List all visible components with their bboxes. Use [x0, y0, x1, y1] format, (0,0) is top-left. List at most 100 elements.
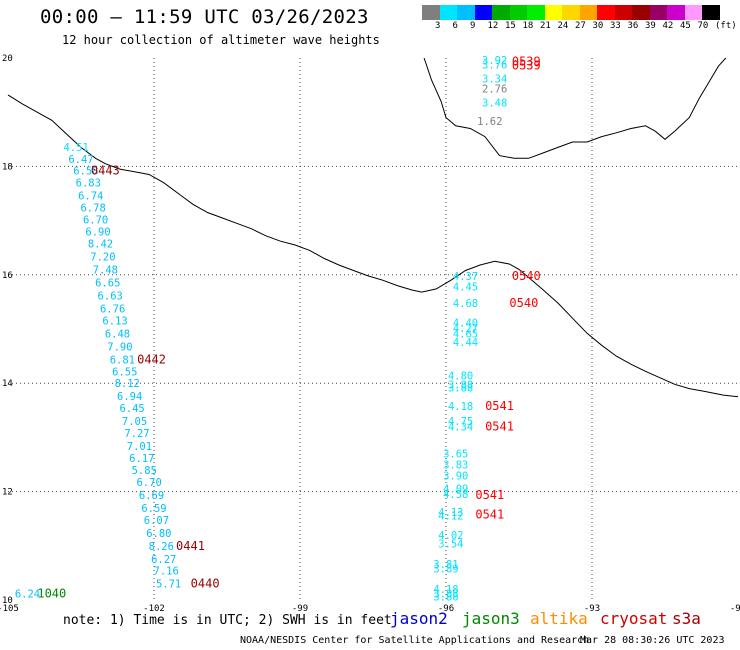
legend-label: 21 — [540, 21, 551, 31]
wave-height-value: 1.62 — [477, 116, 502, 128]
legend-swatch — [702, 5, 720, 20]
wave-height-value: 6.94 — [117, 391, 142, 403]
x-tick-label: -93 — [584, 604, 600, 614]
wave-height-value: 6.55 — [112, 366, 137, 378]
legend-label: 45 — [680, 21, 691, 31]
wave-height-value: 3.88 — [448, 379, 473, 391]
pass-time-label: 0442 — [137, 352, 166, 366]
y-tick-label: 14 — [2, 379, 13, 389]
legend-label: 24 — [557, 21, 569, 31]
wave-height-value: 7.05 — [122, 416, 147, 428]
legend-label: 36 — [627, 21, 639, 31]
legend-label: 9 — [470, 21, 476, 31]
wave-height-value: 4.09 — [443, 483, 468, 495]
wave-height-value: 6.90 — [85, 226, 110, 238]
wave-height-value: 4.27 — [453, 323, 478, 335]
legend-label: (ft) — [715, 21, 737, 31]
y-tick-label: 10 — [2, 596, 13, 606]
legend-swatch — [544, 5, 562, 20]
legend-swatch — [597, 5, 615, 20]
wave-height-value: 6.47 — [68, 154, 93, 166]
legend-swatch — [632, 5, 650, 20]
pass-time-label: 0440 — [191, 577, 220, 591]
legend-label: 39 — [645, 21, 656, 31]
legend-swatch — [492, 5, 510, 20]
x-tick-label: -105 — [0, 604, 19, 614]
wave-height-value: 3.88 — [433, 588, 458, 600]
x-tick-label: -90 — [730, 604, 740, 614]
legend-swatch — [562, 5, 580, 20]
wave-height-value: 8.26 — [149, 541, 174, 553]
legend-swatch — [474, 5, 492, 20]
pass-time-label: 0539 — [512, 54, 541, 68]
wave-height-value: 6.70 — [136, 477, 161, 489]
legend-swatch — [509, 5, 527, 20]
wave-height-value: 3.92 — [482, 55, 507, 67]
credit-timestamp: Mar 28 08:30:26 UTC 2023 — [580, 635, 725, 646]
legend-label: 18 — [522, 21, 534, 31]
wave-height-value: 4.58 — [443, 489, 468, 501]
x-tick-label: -96 — [438, 604, 454, 614]
wave-height-value: 5.85 — [132, 465, 157, 477]
wave-height-value: 6.65 — [95, 277, 120, 289]
legend-label: 12 — [487, 21, 499, 31]
pass-time-label: 0541 — [475, 507, 504, 521]
wave-height-value: 3.48 — [482, 97, 507, 109]
wave-height-value: 3.83 — [443, 460, 468, 472]
wave-height-value: 6.13 — [102, 315, 127, 327]
pass-time-label: 0441 — [176, 539, 205, 553]
wave-height-value: 8.12 — [115, 378, 140, 390]
wave-height-value: 3.65 — [443, 449, 468, 461]
pacific-coastline — [7, 94, 739, 398]
wave-height-value: 6.17 — [129, 453, 154, 465]
wave-height-value: 6.80 — [146, 528, 171, 540]
wave-height-value: 4.65 — [453, 328, 478, 340]
color-legend — [422, 5, 720, 20]
pass-time-label: 0541 — [475, 488, 504, 502]
legend-label: 33 — [610, 21, 621, 31]
legend-label: 15 — [505, 21, 516, 31]
wave-height-value: 6.45 — [119, 403, 144, 415]
wave-height-value: 4.75 — [448, 416, 473, 428]
wave-height-value: 7.90 — [107, 341, 132, 353]
pass-time-label: 0541 — [485, 399, 514, 413]
wave-height-value: 4.12 — [438, 510, 463, 522]
satellite-name: cryosat — [600, 609, 668, 628]
legend-swatch — [579, 5, 597, 20]
legend-swatch — [667, 5, 685, 20]
wave-height-value: 2.76 — [482, 83, 507, 95]
gulf-coastline — [423, 57, 727, 159]
pass-time-label: 0540 — [512, 269, 541, 283]
wave-height-value: 4.13 — [438, 507, 463, 519]
legend-label: 27 — [575, 21, 586, 31]
wave-height-value: 6.76 — [100, 303, 125, 315]
credit-text: NOAA/NESDIS Center for Satellite Applica… — [240, 635, 590, 646]
wave-height-value: 6.24 — [15, 588, 40, 600]
wave-height-value: 3.88 — [433, 592, 458, 604]
wave-height-value: 4.37 — [453, 271, 478, 283]
wave-height-value: 4.45 — [453, 282, 478, 294]
wave-height-value: 6.70 — [83, 215, 108, 227]
x-tick-label: -102 — [143, 604, 165, 614]
legend-swatch — [527, 5, 545, 20]
legend-label: 30 — [592, 21, 604, 31]
wave-height-value: 4.34 — [448, 422, 473, 434]
wave-height-value: 4.68 — [453, 298, 478, 310]
wave-height-value: 3.81 — [433, 559, 458, 571]
wave-height-value: 4.40 — [453, 317, 478, 329]
legend-label: 6 — [452, 21, 458, 31]
pass-time-label: 0443 — [91, 164, 120, 178]
y-tick-label: 16 — [2, 271, 13, 281]
legend-label: 3 — [435, 21, 441, 31]
legend-label: 70 — [697, 21, 709, 31]
legend-swatch — [614, 5, 632, 20]
y-tick-label: 20 — [2, 54, 13, 64]
wave-height-value: 3.34 — [482, 74, 507, 86]
note-text: note: 1) Time is in UTC; 2) SWH is in fe… — [63, 613, 392, 628]
wave-height-value: 7.48 — [93, 264, 118, 276]
satellite-name: jason3 — [462, 609, 520, 628]
wave-height-value: 6.81 — [110, 354, 135, 366]
wave-height-value: 3.76 — [482, 60, 507, 72]
